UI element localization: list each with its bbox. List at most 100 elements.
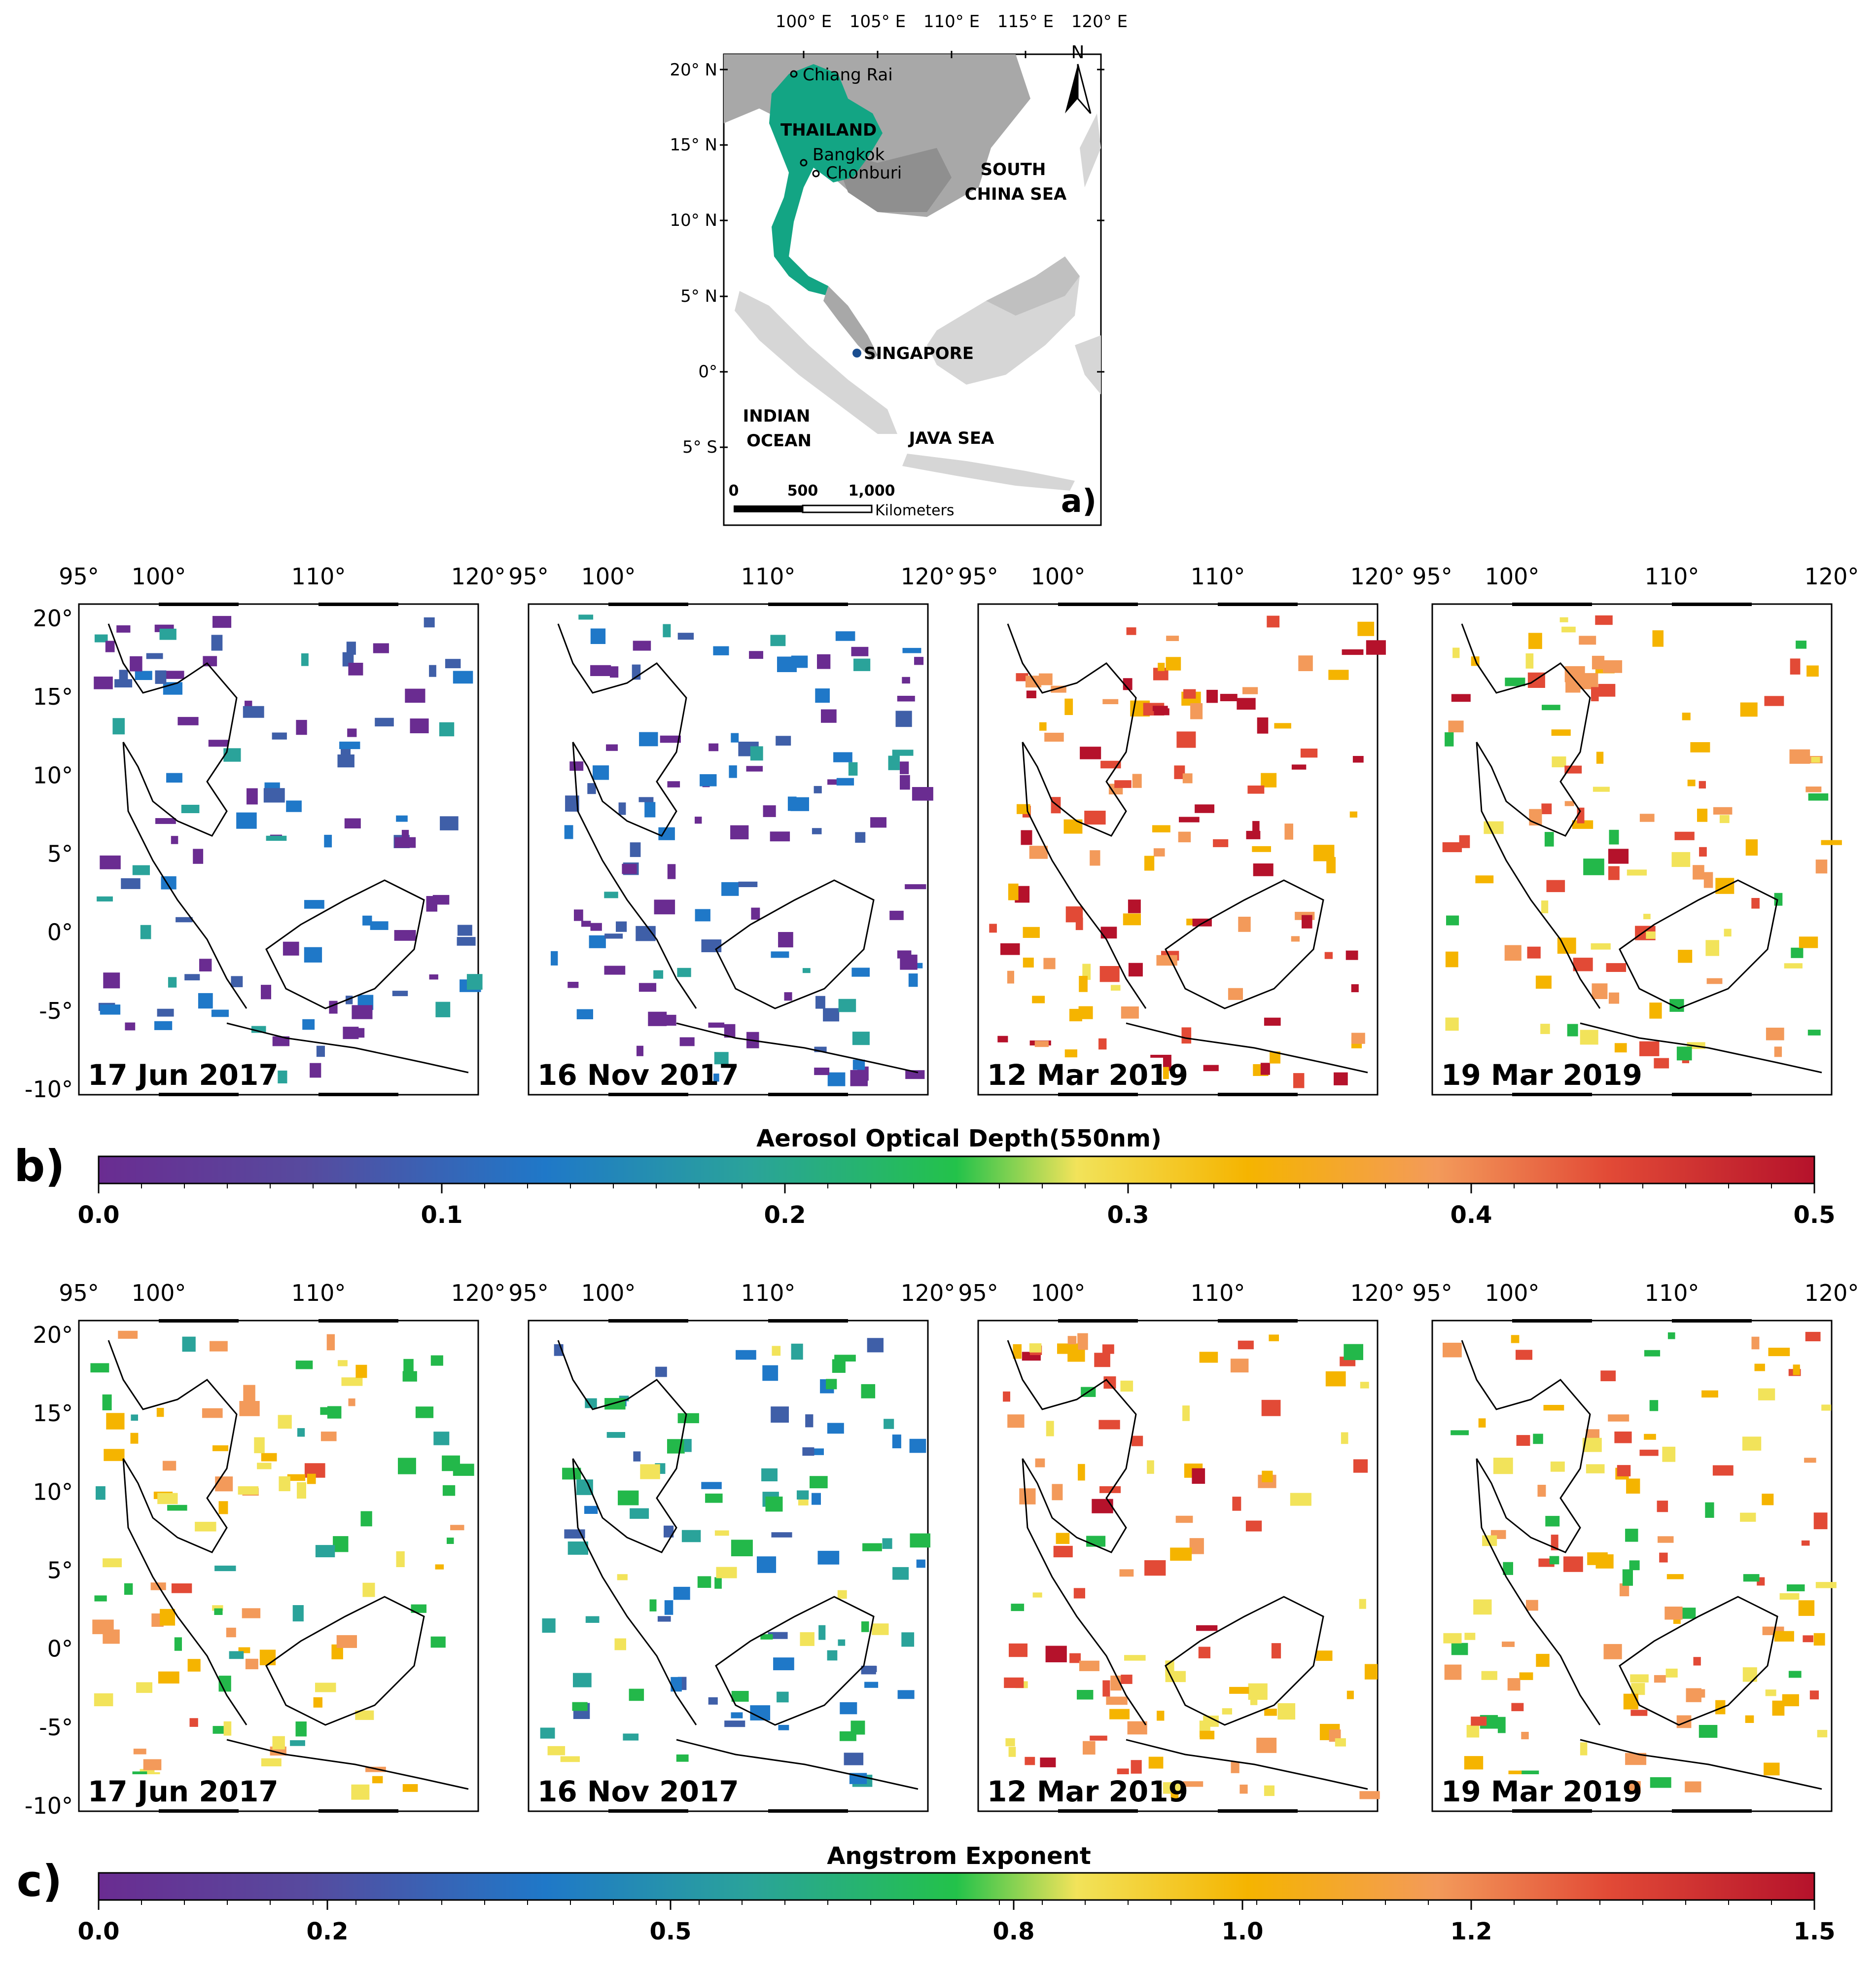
data-pixel (1695, 1689, 1705, 1698)
aod-colorbar-title: Aerosol Optical Depth(550nm) (756, 1125, 1162, 1152)
data-pixel (304, 947, 322, 963)
data-pixel (1444, 1664, 1462, 1680)
data-pixel (315, 1545, 335, 1557)
data-pixel (1667, 1332, 1675, 1339)
aod-maps-row: 95° 100° 110° 120° 20° 15° 10° 5° 0° -5° -10° 17 Ju… (25, 563, 1859, 1103)
data-pixel (1527, 946, 1541, 959)
data-pixel (226, 1627, 236, 1638)
data-pixel (1654, 1058, 1669, 1069)
data-pixel (316, 1045, 325, 1057)
data-pixel (676, 1754, 689, 1762)
data-pixel (889, 910, 904, 920)
data-pixel (1359, 1599, 1366, 1609)
data-pixel (838, 1639, 846, 1646)
data-pixel (1175, 1515, 1193, 1523)
coastline (1007, 1340, 1368, 1790)
data-pixel (701, 1482, 722, 1489)
map-lat-tick: 20° (33, 1322, 73, 1348)
data-pixel (140, 925, 151, 939)
data-pixel (212, 1605, 223, 1611)
data-pixel (1745, 1715, 1754, 1723)
data-pixel (125, 1022, 136, 1031)
data-pixel (708, 1022, 725, 1028)
map-lat-tick: 10° (33, 762, 73, 788)
data-pixel (1357, 621, 1375, 636)
data-pixel (315, 1683, 336, 1692)
data-pixel (604, 892, 618, 898)
data-pixel (1537, 1485, 1546, 1497)
inset-lat-tick: 15° N (670, 135, 717, 155)
data-pixel (1788, 1671, 1802, 1678)
data-pixel (1630, 1674, 1649, 1683)
data-pixel (392, 991, 408, 997)
data-pixel (1561, 626, 1576, 633)
map-date-label: 12 Mar 2019 (987, 1775, 1188, 1808)
data-pixel (1608, 849, 1629, 864)
data-pixel (1183, 689, 1196, 699)
data-pixel (1043, 958, 1056, 969)
data-pixel (1600, 1370, 1616, 1381)
data-pixel (540, 1727, 555, 1739)
data-pixel (433, 1432, 450, 1445)
label-java-sea: JAVA SEA (908, 429, 995, 448)
data-pixel (1482, 1535, 1497, 1546)
map-date-label: 16 Nov 2017 (537, 1058, 739, 1092)
data-pixel (1804, 1458, 1816, 1463)
data-pixel (802, 1447, 814, 1456)
data-pixel (805, 1414, 814, 1428)
data-pixel (1452, 647, 1460, 658)
data-pixel (1011, 1604, 1025, 1612)
data-pixel (1799, 936, 1818, 948)
data-pixel (360, 1511, 372, 1527)
data-pixel (1083, 1741, 1096, 1755)
data-pixel (1650, 1777, 1671, 1788)
data-pixel (1664, 1607, 1683, 1620)
map-lon-tick: 120° (901, 1280, 956, 1306)
data-pixel (1019, 1488, 1036, 1505)
data-pixel (576, 1009, 593, 1019)
data-pixel (1639, 1041, 1660, 1056)
data-pixel (1567, 1024, 1578, 1037)
data-pixel (562, 1468, 581, 1480)
data-pixel (272, 732, 287, 740)
data-pixel (1114, 780, 1132, 788)
data-pixel (1793, 1364, 1800, 1375)
data-pixel (1464, 1756, 1484, 1770)
data-pixel (410, 718, 429, 733)
data-pixel (1699, 1725, 1718, 1738)
data-pixel (724, 1024, 736, 1038)
data-pixel (292, 1605, 304, 1622)
data-pixel (1264, 1017, 1281, 1026)
data-pixel (1507, 1678, 1521, 1691)
data-pixel (116, 625, 131, 633)
data-pixel (1497, 1717, 1506, 1733)
data-pixel (761, 1468, 778, 1481)
data-pixel (112, 718, 125, 735)
data-pixel (457, 925, 472, 936)
data-pixel (812, 828, 822, 834)
data-pixel (215, 1476, 233, 1492)
data-pixel (1754, 1363, 1765, 1371)
data-pixel (1300, 749, 1318, 758)
data-pixel (103, 1558, 122, 1568)
data-pixel (214, 1565, 236, 1572)
data-pixel (154, 1021, 173, 1030)
data-pixel (827, 1072, 846, 1086)
data-pixel (1764, 1762, 1780, 1776)
data-pixel (1724, 929, 1732, 937)
data-pixel (1665, 1668, 1678, 1678)
data-pixel (833, 752, 852, 762)
data-pixel (1127, 1721, 1147, 1735)
data-pixel (633, 1451, 641, 1462)
north-label: N (1071, 42, 1085, 63)
data-pixel (1102, 1680, 1110, 1697)
map-lon-tick: 120° (451, 1280, 506, 1306)
data-pixel (1625, 1529, 1638, 1542)
map-lat-tick: 10° (33, 1478, 73, 1505)
data-pixel (1302, 915, 1312, 929)
data-pixel (1528, 633, 1542, 649)
data-pixel (1644, 1433, 1656, 1440)
inset-lat-tick: 0° (698, 362, 717, 382)
data-pixel (1443, 1633, 1462, 1644)
data-pixel (606, 744, 618, 751)
